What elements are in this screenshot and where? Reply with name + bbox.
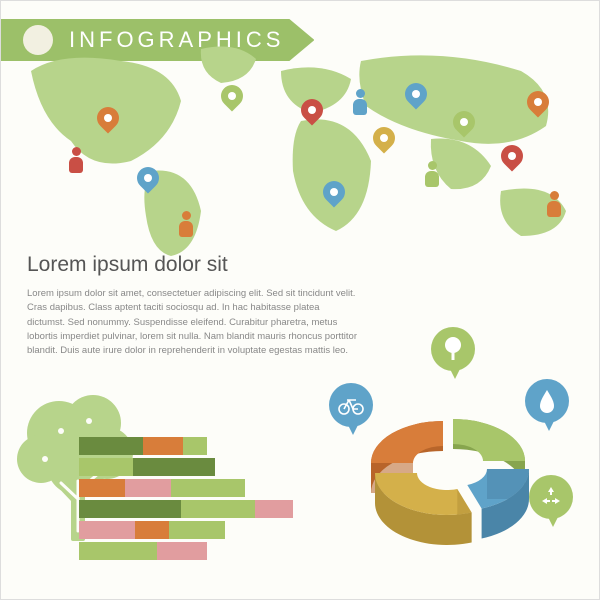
bar-row <box>79 542 309 560</box>
bike-icon <box>329 383 373 427</box>
bar-segment <box>79 500 181 518</box>
callout-tail <box>547 515 559 527</box>
body-text: Lorem ipsum dolor sit amet, consectetuer… <box>27 287 357 358</box>
donut-slice <box>371 421 443 463</box>
text-block: Lorem ipsum dolor sit Lorem ipsum dolor … <box>27 253 357 358</box>
person-icon <box>69 147 83 173</box>
bar-segment <box>79 521 135 539</box>
recycle-icon <box>529 475 573 519</box>
bar-segment <box>171 479 245 497</box>
bar-segment <box>143 437 183 455</box>
bar-segment <box>125 479 171 497</box>
bar-segment <box>135 521 169 539</box>
donut-cut <box>487 469 529 499</box>
world-map <box>1 31 599 251</box>
person-icon <box>547 191 561 217</box>
donut-slice <box>453 419 525 461</box>
drop-icon <box>525 379 569 423</box>
bar-segment <box>79 437 143 455</box>
person-icon <box>425 161 439 187</box>
person-icon <box>353 89 367 115</box>
person-icon <box>179 211 193 237</box>
callout-tail <box>449 367 461 379</box>
bar-segment <box>79 479 125 497</box>
bar-segment <box>181 500 255 518</box>
bar-segment <box>169 521 225 539</box>
tree-icon <box>431 327 475 371</box>
bar-row <box>79 437 309 455</box>
bar-row <box>79 500 309 518</box>
callout-tail <box>347 423 359 435</box>
bar-segment <box>79 542 157 560</box>
bar-row <box>79 458 309 476</box>
section-heading: Lorem ipsum dolor sit <box>27 253 357 277</box>
bar-chart <box>79 437 309 563</box>
bar-segment <box>133 458 215 476</box>
bar-row <box>79 521 309 539</box>
bar-segment <box>157 542 207 560</box>
donut-chart-area <box>339 341 569 571</box>
bar-segment <box>79 458 133 476</box>
callout-tail <box>543 419 555 431</box>
bar-segment <box>183 437 207 455</box>
bar-row <box>79 479 309 497</box>
bar-segment <box>255 500 293 518</box>
